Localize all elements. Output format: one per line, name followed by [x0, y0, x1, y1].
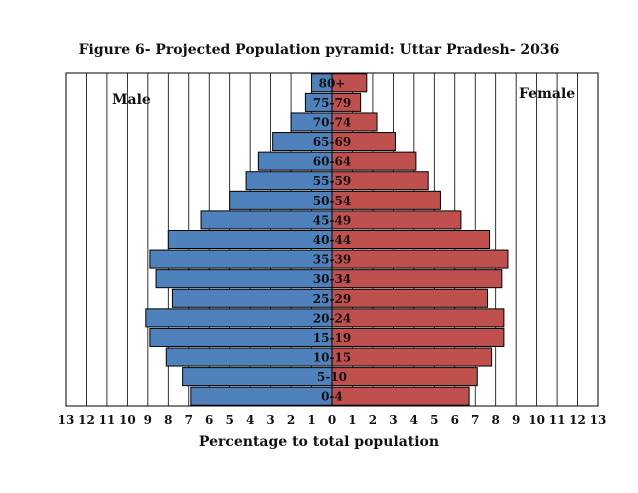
x-tick-label: 11 [99, 413, 116, 427]
category-label: 25-29 [313, 292, 351, 306]
category-label: 80+ [319, 76, 346, 90]
bar-male [149, 327, 333, 347]
bar-male [190, 386, 333, 406]
category-label: 10-15 [313, 351, 351, 365]
bar-female [331, 73, 368, 93]
category-label: 45-49 [313, 213, 351, 227]
x-tick-label: 8 [492, 413, 500, 427]
x-tick-label: 2 [287, 413, 295, 427]
bar-male [182, 367, 333, 387]
bar-male [149, 249, 333, 269]
bar-male [145, 308, 333, 328]
x-tick-label: 7 [185, 413, 193, 427]
x-tick-label: 11 [549, 413, 566, 427]
bar-female [331, 386, 470, 406]
x-tick-label: 5 [226, 413, 234, 427]
category-label: 75-79 [313, 96, 351, 110]
x-tick-label: 13 [58, 413, 75, 427]
bar-female [331, 151, 417, 171]
x-tick-label: 6 [451, 413, 459, 427]
category-label: 35-39 [313, 253, 351, 267]
bar-female [331, 288, 489, 308]
category-label: 15-19 [313, 331, 351, 345]
x-tick-label: 3 [266, 413, 274, 427]
bar-female [331, 327, 505, 347]
bar-male [155, 269, 333, 289]
bar-female [331, 367, 478, 387]
category-label: 30-34 [313, 272, 351, 286]
x-tick-label: 1 [307, 413, 315, 427]
category-label: 70-74 [313, 115, 351, 129]
bar-female [331, 92, 362, 112]
category-label: 0-4 [321, 390, 343, 404]
bar-female [331, 190, 441, 210]
x-tick-label: 10 [528, 413, 545, 427]
x-tick-label: 7 [471, 413, 479, 427]
x-tick-label: 9 [144, 413, 152, 427]
category-label: 55-59 [313, 174, 351, 188]
category-label: 50-54 [313, 194, 351, 208]
category-label: 40-44 [313, 233, 351, 247]
chart-title: Figure 6- Projected Population pyramid: … [78, 42, 560, 58]
category-label: 60-64 [313, 155, 351, 169]
bar-female [331, 171, 429, 191]
category-label: 20-24 [313, 311, 351, 325]
series-label-male: Male [112, 92, 151, 108]
bar-female [331, 112, 378, 132]
series-label-female: Female [519, 86, 575, 102]
bar-female [331, 249, 509, 269]
bar-female [331, 308, 505, 328]
bar-male [171, 288, 333, 308]
bar-male [167, 229, 333, 250]
category-label: 65-69 [313, 135, 351, 149]
x-tick-label: 2 [369, 413, 377, 427]
x-tick-label: 12 [569, 413, 586, 427]
bar-female [331, 269, 503, 289]
x-tick-label: 0 [328, 413, 336, 427]
x-tick-label: 13 [590, 413, 607, 427]
x-axis-label: Percentage to total population [198, 434, 440, 450]
x-tick-label: 9 [512, 413, 520, 427]
x-tick-label: 6 [205, 413, 213, 427]
x-tick-label: 3 [389, 413, 397, 427]
bar-female [331, 347, 493, 367]
x-tick-label: 8 [164, 413, 172, 427]
bar-female [331, 210, 462, 230]
x-tick-label: 1 [348, 413, 356, 427]
bar-male [165, 347, 333, 367]
bar-female [331, 229, 491, 250]
x-tick-label: 5 [430, 413, 438, 427]
x-tick-label: 4 [410, 413, 418, 427]
x-tick-label: 4 [246, 413, 254, 427]
x-tick-label: 12 [78, 413, 95, 427]
bar-female [331, 132, 396, 152]
category-label: 5-10 [317, 370, 347, 384]
x-tick-label: 10 [119, 413, 136, 427]
